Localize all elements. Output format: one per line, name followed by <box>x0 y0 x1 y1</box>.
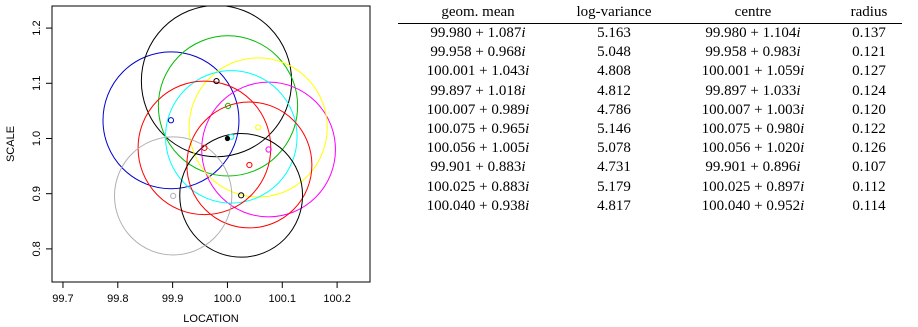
cell-log-variance: 4.808 <box>597 63 631 80</box>
cell-radius: 0.114 <box>852 197 886 214</box>
cell-geom-mean: 99.980 + 1.087i <box>430 25 526 41</box>
x-tick-label: 100.2 <box>323 293 351 305</box>
results-table-area: geom. mean log-variance centre radius 99… <box>398 4 916 216</box>
data-point-8 <box>246 161 253 169</box>
results-table: geom. mean log-variance centre radius 99… <box>398 4 902 216</box>
data-point-3 <box>224 102 232 110</box>
cell-radius: 0.126 <box>852 140 886 157</box>
confidence-circle-7 <box>137 80 272 216</box>
cell-geom-mean: 100.075 + 0.965i <box>426 121 530 138</box>
table-row: 99.980 + 1.087i 5.163 99.980 + 1.104i 0.137 <box>398 24 902 44</box>
table-body: 99.980 + 1.087i 5.163 99.980 + 1.104i 0.137… <box>398 24 902 217</box>
cell-radius: 0.120 <box>852 101 886 118</box>
data-point-5 <box>255 124 262 131</box>
confidence-circle-1 <box>102 51 240 190</box>
cell-centre: 99.980 + 1.104i <box>705 25 801 41</box>
x-axis: 99.7 99.8 99.9 100.0 100.1 100.2 <box>52 282 351 305</box>
cell-log-variance: 4.731 <box>597 159 631 176</box>
x-tick-label: 100.1 <box>269 293 297 305</box>
cell-geom-mean: 100.001 + 1.043i <box>426 63 530 80</box>
cell-centre: 100.007 + 1.003i <box>701 101 805 118</box>
cell-centre: 100.056 + 1.020i <box>701 140 805 157</box>
header-log-variance: log-variance <box>576 4 652 20</box>
header-radius: radius <box>850 4 888 20</box>
cell-radius: 0.137 <box>852 25 886 41</box>
y-axis-label: SCALE <box>5 126 17 162</box>
true-parameter-point <box>224 135 231 142</box>
cell-centre: 100.025 + 0.897i <box>701 178 805 195</box>
data-point-9 <box>238 192 245 199</box>
cell-geom-mean: 100.025 + 0.883i <box>426 178 530 195</box>
cell-geom-mean: 99.958 + 0.968i <box>430 44 526 61</box>
x-tick-label: 99.8 <box>107 293 128 305</box>
cell-centre: 99.901 + 0.896i <box>705 159 801 176</box>
cell-radius: 0.107 <box>852 159 886 176</box>
cell-log-variance: 5.146 <box>597 121 631 138</box>
table-row: 100.007 + 0.989i 4.786 100.007 + 1.003i 0.1… <box>398 101 902 120</box>
data-point-2 <box>213 77 220 85</box>
table-row: 100.025 + 0.883i 5.179 100.025 + 0.897i 0.1… <box>398 178 902 197</box>
header-geom-mean: geom. mean <box>441 4 515 20</box>
y-tick-label: 1.0 <box>31 131 43 146</box>
confidence-circle-9 <box>179 133 304 258</box>
cell-log-variance: 4.812 <box>597 82 631 99</box>
cell-log-variance: 4.817 <box>597 197 631 214</box>
x-tick-label: 99.9 <box>162 293 183 305</box>
y-tick-label: 1.2 <box>31 20 43 35</box>
cell-geom-mean: 100.007 + 0.989i <box>426 101 530 118</box>
cell-log-variance: 4.786 <box>597 101 631 118</box>
cell-log-variance: 5.048 <box>597 44 631 61</box>
data-point-7 <box>201 144 208 151</box>
points-layer <box>167 77 272 199</box>
circles-layer <box>102 6 336 258</box>
table-row: 100.001 + 1.043i 4.808 100.001 + 1.059i 0.1… <box>398 62 902 81</box>
table-row: 99.901 + 0.883i 4.731 99.901 + 0.896i 0.107 <box>398 158 902 177</box>
cell-centre: 100.075 + 0.980i <box>701 121 805 138</box>
cell-centre: 100.040 + 0.952i <box>701 197 805 214</box>
cell-radius: 0.122 <box>852 121 886 138</box>
table-row: 99.958 + 0.968i 5.048 99.958 + 0.983i 0.121 <box>398 43 902 62</box>
table-header-row: geom. mean log-variance centre radius <box>398 4 902 24</box>
header-centre: centre <box>734 4 772 20</box>
table-row: 100.040 + 0.938i 4.817 100.040 + 0.952i 0.1… <box>398 197 902 216</box>
confidence-circle-3 <box>157 35 299 177</box>
cell-centre: 99.958 + 0.983i <box>705 44 801 61</box>
data-point-10 <box>170 192 177 199</box>
cell-geom-mean: 100.056 + 1.005i <box>426 140 530 157</box>
cell-log-variance: 5.078 <box>597 140 631 157</box>
table-row: 100.075 + 0.965i 5.146 100.075 + 0.980i 0.1… <box>398 120 902 139</box>
confidence-circle-8 <box>186 101 313 229</box>
cell-radius: 0.121 <box>852 44 886 61</box>
cell-geom-mean: 99.901 + 0.883i <box>430 159 526 176</box>
cell-geom-mean: 100.040 + 0.938i <box>426 197 530 214</box>
x-tick-label: 100.0 <box>214 293 242 305</box>
confidence-circle-10 <box>114 136 233 256</box>
cell-radius: 0.124 <box>852 82 886 99</box>
data-point-4 <box>265 146 272 153</box>
y-tick-label: 0.9 <box>31 186 43 201</box>
data-point-1 <box>167 117 175 124</box>
cell-geom-mean: 99.897 + 1.018i <box>430 82 526 99</box>
x-tick-label: 99.7 <box>52 293 73 305</box>
cell-log-variance: 5.163 <box>597 25 631 41</box>
cell-log-variance: 5.179 <box>597 178 631 195</box>
table-row: 100.056 + 1.005i 5.078 100.056 + 1.020i 0.1… <box>398 139 902 158</box>
table-row: 99.897 + 1.018i 4.812 99.897 + 1.033i 0.124 <box>398 82 902 101</box>
cell-centre: 100.001 + 1.059i <box>701 63 805 80</box>
y-axis: 0.8 0.9 1.0 1.1 1.2 <box>31 20 52 257</box>
cell-centre: 99.897 + 1.033i <box>705 82 801 99</box>
y-tick-label: 1.1 <box>31 76 43 91</box>
cell-radius: 0.112 <box>852 178 886 195</box>
x-axis-label: LOCATION <box>183 313 238 325</box>
cell-radius: 0.127 <box>852 63 886 80</box>
confidence-circle-6 <box>164 70 298 204</box>
y-tick-label: 0.8 <box>31 241 43 256</box>
